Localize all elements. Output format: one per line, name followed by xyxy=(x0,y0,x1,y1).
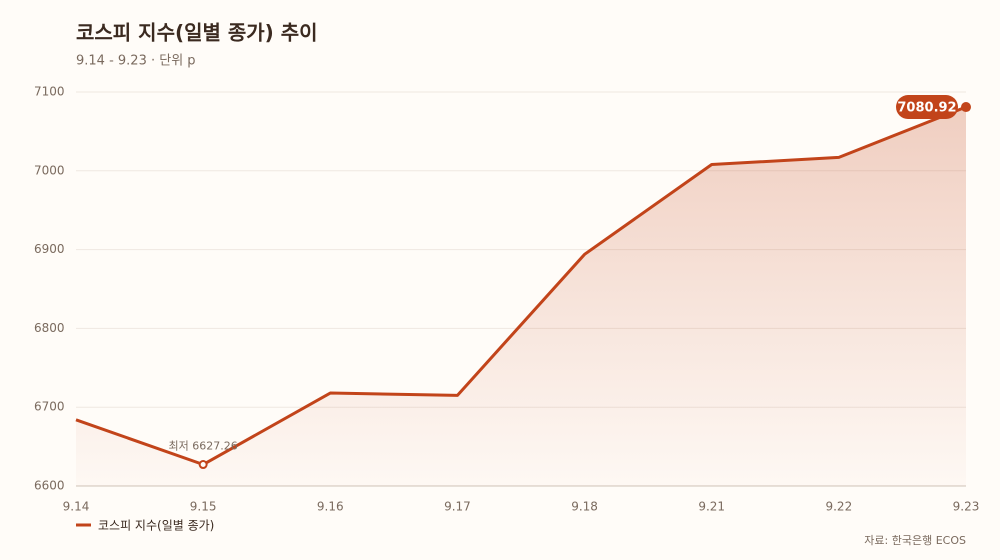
area xyxy=(76,107,966,487)
value-label: 최저 6627.26 xyxy=(169,440,238,453)
legend-label: 코스피 지수(일별 종가) xyxy=(98,519,214,533)
y-tick-label: 7100 xyxy=(34,85,65,99)
x-tick-label: 9.18 xyxy=(571,500,598,514)
x-tick-label: 9.16 xyxy=(317,500,344,514)
chart-subtitle: 9.14 - 9.23 · 단위 p xyxy=(76,54,196,69)
value-label: 7080.92 xyxy=(897,101,956,116)
x-tick-label: 9.17 xyxy=(444,500,471,514)
x-tick-label: 9.23 xyxy=(953,500,980,514)
chart-title: 코스피 지수(일별 종가) 추이 xyxy=(76,21,318,45)
value-badge xyxy=(896,95,958,120)
y-tick-label: 6900 xyxy=(34,242,65,256)
source: 자료: 한국은행 ECOS xyxy=(864,534,966,547)
x-tick-label: 9.15 xyxy=(190,500,217,514)
y-tick-label: 6700 xyxy=(34,400,65,414)
x-tick-label: 9.22 xyxy=(825,500,852,514)
x-tick-label: 9.14 xyxy=(63,500,90,514)
line xyxy=(75,105,967,467)
y-tick-label: 6800 xyxy=(34,321,65,335)
y-tick-label: 6600 xyxy=(34,479,65,493)
point xyxy=(961,102,971,113)
y-tick-label: 7000 xyxy=(34,163,65,177)
point xyxy=(198,460,208,470)
x-tick-label: 9.21 xyxy=(698,500,725,514)
